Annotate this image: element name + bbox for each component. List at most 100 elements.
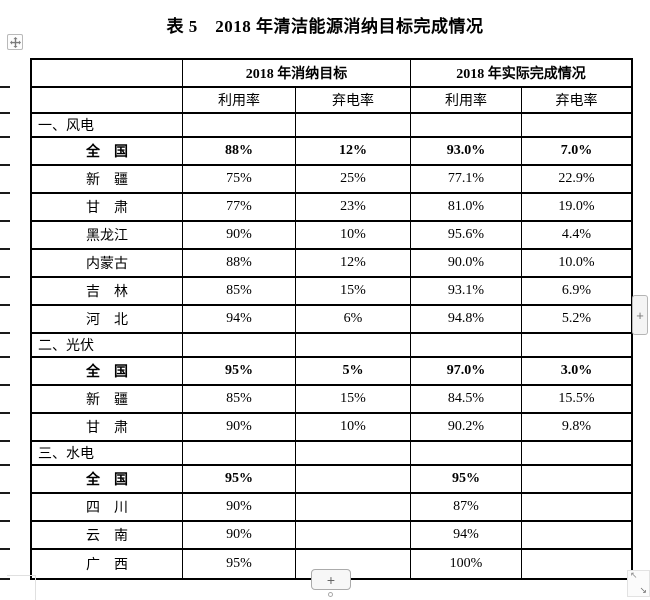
value-cell[interactable]: 85% [182,386,295,412]
value-cell[interactable]: 85% [182,278,295,304]
value-cell[interactable]: 90% [182,522,295,548]
value-cell[interactable]: 88% [182,138,295,164]
table-move-handle[interactable] [7,34,23,50]
header-utilization-cell[interactable]: 利用率 [182,88,295,112]
empty-cell[interactable] [410,442,521,464]
empty-cell[interactable] [182,114,295,136]
table-row: 河 北 94% 6% 94.8% 5.2% [0,306,631,334]
row-label-cell[interactable]: 新 疆 [86,393,128,408]
empty-cell[interactable] [182,334,295,356]
value-cell[interactable] [521,522,631,548]
value-cell[interactable]: 5% [295,358,410,384]
value-cell[interactable]: 10% [295,222,410,248]
value-cell[interactable]: 19.0% [521,194,631,220]
value-cell[interactable] [295,466,410,492]
value-cell[interactable] [521,494,631,520]
value-cell[interactable]: 3.0% [521,358,631,384]
section-label[interactable]: 一、风电 [38,119,94,134]
value-cell[interactable]: 84.5% [410,386,521,412]
section-label[interactable]: 二、光伏 [38,339,94,354]
page-corner-mark [35,575,36,600]
empty-cell[interactable] [295,114,410,136]
value-cell[interactable]: 9.8% [521,414,631,440]
add-column-button[interactable]: + [632,295,648,335]
value-cell[interactable]: 77.1% [410,166,521,192]
value-cell[interactable]: 90% [182,494,295,520]
value-cell[interactable]: 77% [182,194,295,220]
value-cell[interactable]: 93.0% [410,138,521,164]
value-cell[interactable]: 94% [182,306,295,332]
value-cell[interactable]: 100% [410,550,521,578]
header-empty-cell[interactable] [32,88,182,112]
empty-cell[interactable] [521,114,631,136]
value-cell[interactable]: 93.1% [410,278,521,304]
row-label-cell[interactable]: 新 疆 [86,173,128,188]
value-cell[interactable] [521,466,631,492]
value-cell[interactable] [521,550,631,578]
row-label-cell[interactable]: 云 南 [86,529,128,544]
empty-cell[interactable] [295,334,410,356]
row-label-cell[interactable]: 全 国 [86,145,128,160]
value-cell[interactable]: 22.9% [521,166,631,192]
drag-dot[interactable] [328,592,333,597]
value-cell[interactable]: 15% [295,278,410,304]
add-row-button[interactable]: + [311,569,351,590]
row-label-cell[interactable]: 全 国 [86,473,128,488]
row-label-cell[interactable]: 黑龙江 [86,229,128,244]
value-cell[interactable]: 4.4% [521,222,631,248]
value-cell[interactable]: 6% [295,306,410,332]
header-curtailment-cell[interactable]: 弃电率 [521,88,631,112]
header-target-group[interactable]: 2018 年消纳目标 [182,60,410,86]
value-cell[interactable]: 75% [182,166,295,192]
value-cell[interactable]: 90% [182,222,295,248]
value-cell[interactable]: 95% [182,358,295,384]
value-cell[interactable]: 90% [182,414,295,440]
value-cell[interactable]: 97.0% [410,358,521,384]
value-cell[interactable]: 12% [295,138,410,164]
value-cell[interactable]: 87% [410,494,521,520]
value-cell[interactable]: 94.8% [410,306,521,332]
value-cell[interactable]: 88% [182,250,295,276]
row-label-cell[interactable]: 甘 肃 [86,201,128,216]
empty-cell[interactable] [295,442,410,464]
value-cell[interactable]: 25% [295,166,410,192]
value-cell[interactable]: 6.9% [521,278,631,304]
value-cell[interactable]: 95% [410,466,521,492]
value-cell[interactable]: 90.0% [410,250,521,276]
header-empty-cell[interactable] [32,60,182,86]
value-cell[interactable]: 10.0% [521,250,631,276]
value-cell[interactable]: 15% [295,386,410,412]
header-actual-group[interactable]: 2018 年实际完成情况 [410,60,631,86]
empty-cell[interactable] [521,334,631,356]
value-cell[interactable]: 5.2% [521,306,631,332]
header-utilization-cell[interactable]: 利用率 [410,88,521,112]
value-cell[interactable]: 94% [410,522,521,548]
table-resize-handle[interactable]: ↖ ↘ [627,570,650,597]
value-cell[interactable]: 81.0% [410,194,521,220]
value-cell[interactable]: 95.6% [410,222,521,248]
row-label-cell[interactable]: 吉 林 [86,285,128,300]
value-cell[interactable]: 90.2% [410,414,521,440]
row-label-cell[interactable]: 四 川 [86,501,128,516]
row-label-cell[interactable]: 广 西 [86,558,128,573]
row-label-cell[interactable]: 甘 肃 [86,421,128,436]
section-label[interactable]: 三、水电 [38,447,94,462]
empty-cell[interactable] [410,114,521,136]
value-cell[interactable]: 23% [295,194,410,220]
value-cell[interactable]: 10% [295,414,410,440]
empty-cell[interactable] [182,442,295,464]
value-cell[interactable]: 12% [295,250,410,276]
row-label-cell[interactable]: 全 国 [86,365,128,380]
header-curtailment-cell[interactable]: 弃电率 [295,88,410,112]
empty-cell[interactable] [410,334,521,356]
value-cell[interactable]: 15.5% [521,386,631,412]
value-cell[interactable] [295,494,410,520]
value-cell[interactable]: 95% [182,550,295,578]
value-cell[interactable] [295,550,410,578]
value-cell[interactable]: 7.0% [521,138,631,164]
row-label-cell[interactable]: 河 北 [86,313,128,328]
value-cell[interactable]: 95% [182,466,295,492]
empty-cell[interactable] [521,442,631,464]
value-cell[interactable] [295,522,410,548]
row-label-cell[interactable]: 内蒙古 [86,257,128,272]
